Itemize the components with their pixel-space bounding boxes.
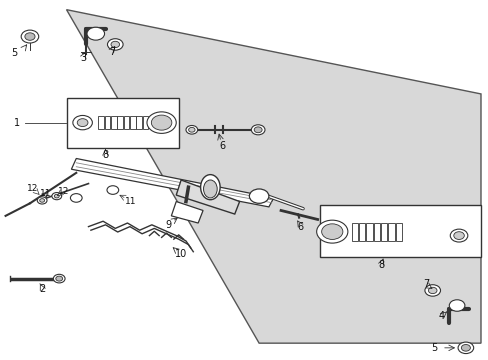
Ellipse shape <box>203 180 217 198</box>
Circle shape <box>185 126 197 134</box>
Circle shape <box>188 127 195 132</box>
Circle shape <box>107 186 119 194</box>
Text: 8: 8 <box>377 260 383 270</box>
Circle shape <box>249 189 268 203</box>
Bar <box>104 116 110 130</box>
Circle shape <box>111 41 120 48</box>
Bar <box>98 116 104 130</box>
Text: 7: 7 <box>108 46 115 57</box>
Circle shape <box>70 194 82 202</box>
Circle shape <box>449 229 467 242</box>
Text: 6: 6 <box>297 222 303 232</box>
Bar <box>380 223 386 240</box>
Bar <box>320 205 480 257</box>
Circle shape <box>107 39 123 50</box>
Polygon shape <box>171 202 203 223</box>
Bar <box>136 116 142 130</box>
Text: 11: 11 <box>125 197 136 206</box>
Circle shape <box>251 125 264 135</box>
Circle shape <box>56 276 62 281</box>
Circle shape <box>52 193 61 200</box>
Circle shape <box>448 300 464 311</box>
Polygon shape <box>176 180 239 214</box>
Circle shape <box>147 112 176 134</box>
Circle shape <box>53 274 65 283</box>
Circle shape <box>453 232 464 239</box>
Bar <box>117 116 123 130</box>
Text: 4: 4 <box>438 311 444 321</box>
Bar <box>130 116 136 130</box>
Circle shape <box>424 285 440 296</box>
Bar <box>387 223 394 240</box>
Circle shape <box>37 197 47 204</box>
Text: 1: 1 <box>14 118 20 128</box>
Bar <box>142 116 148 130</box>
Text: 2: 2 <box>39 284 45 294</box>
Circle shape <box>40 199 44 202</box>
Bar <box>395 223 401 240</box>
Bar <box>373 223 379 240</box>
Circle shape <box>25 33 35 40</box>
Bar <box>123 116 129 130</box>
Text: 6: 6 <box>219 141 225 151</box>
Bar <box>358 223 365 240</box>
Polygon shape <box>66 10 480 343</box>
Circle shape <box>316 220 347 243</box>
Text: 8: 8 <box>102 150 108 160</box>
Text: 3: 3 <box>81 53 86 63</box>
Polygon shape <box>71 158 273 207</box>
Circle shape <box>427 287 436 294</box>
Bar <box>111 116 117 130</box>
Circle shape <box>87 27 104 40</box>
Circle shape <box>254 127 262 133</box>
Circle shape <box>21 30 39 43</box>
Circle shape <box>73 116 92 130</box>
Circle shape <box>321 224 342 239</box>
Ellipse shape <box>200 175 220 200</box>
Text: 11: 11 <box>40 189 51 198</box>
Text: 9: 9 <box>165 220 172 230</box>
Circle shape <box>77 119 88 127</box>
Circle shape <box>457 342 473 354</box>
Circle shape <box>460 345 469 351</box>
Bar <box>366 223 372 240</box>
Circle shape <box>54 194 59 198</box>
Text: 10: 10 <box>175 248 187 258</box>
Circle shape <box>151 115 171 130</box>
Bar <box>351 223 357 240</box>
Text: 12: 12 <box>27 184 38 193</box>
Text: 7: 7 <box>422 279 428 289</box>
Text: 12: 12 <box>58 187 70 196</box>
Text: 5: 5 <box>430 343 436 353</box>
Text: 5: 5 <box>11 48 18 58</box>
Bar <box>66 98 178 148</box>
